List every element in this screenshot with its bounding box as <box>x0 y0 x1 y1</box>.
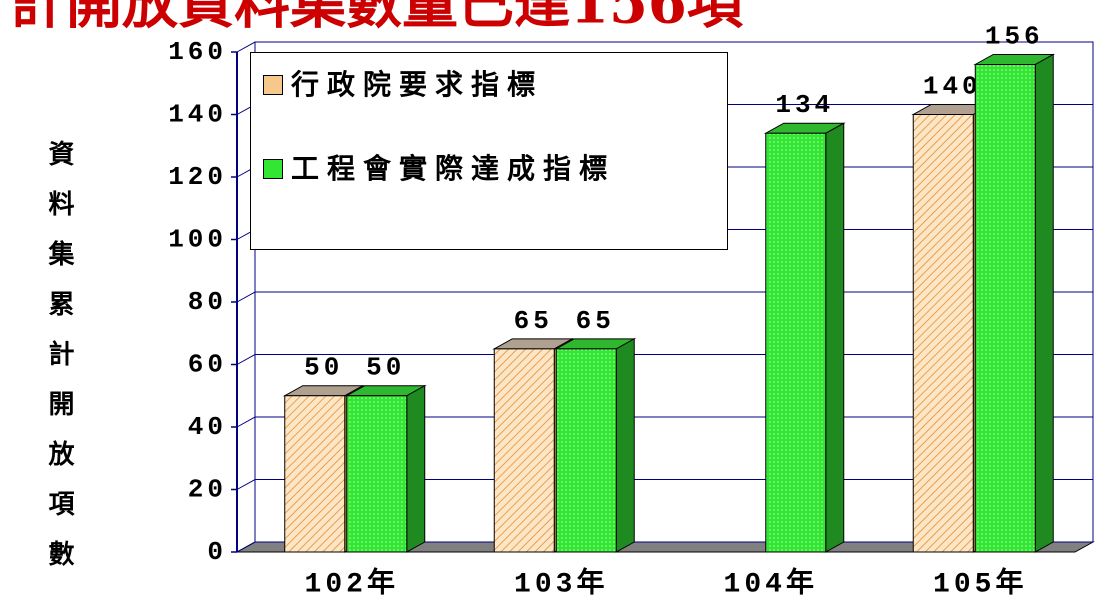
value-label: 65 <box>514 306 553 336</box>
bar <box>346 395 408 553</box>
bar-side <box>406 384 426 553</box>
bar-side <box>1034 53 1054 553</box>
grid-line-side <box>236 354 256 365</box>
bar <box>974 64 1036 553</box>
value-label: 134 <box>775 90 834 120</box>
bar-side <box>615 338 635 553</box>
x-tick-label: 105年 <box>933 565 1027 600</box>
legend-swatch <box>263 75 283 95</box>
bar <box>912 114 974 553</box>
y-tick-label: 20 <box>188 474 227 504</box>
bar-side <box>825 122 845 553</box>
grid-line-side <box>236 541 256 553</box>
y-tick-label: 100 <box>168 224 227 254</box>
y-axis-label: 資料集累計開放項數 <box>44 140 75 590</box>
chart-title: 計開放資料集數量已達156項 <box>10 0 744 37</box>
legend-entry: 行政院要求指標 <box>263 63 715 107</box>
legend-entry: 工程會實際達成指標 <box>263 147 715 191</box>
value-label: 65 <box>576 306 615 336</box>
bar <box>555 348 617 553</box>
legend-label: 工程會實際達成指標 <box>291 152 616 185</box>
value-label: 156 <box>985 21 1044 51</box>
y-tick-label: 140 <box>168 99 227 129</box>
value-label: 50 <box>366 353 405 383</box>
legend-label: 行政院要求指標 <box>291 68 544 101</box>
y-tick-label: 0 <box>207 537 227 567</box>
x-tick-label: 102年 <box>305 565 399 600</box>
value-label: 50 <box>304 353 343 383</box>
grid-line-side <box>236 291 256 303</box>
x-tick-label: 103年 <box>514 565 608 600</box>
y-tick-label: 120 <box>168 162 227 192</box>
x-tick-label: 104年 <box>724 565 818 600</box>
y-tick-label: 40 <box>188 412 227 442</box>
bar <box>284 395 346 553</box>
grid-line-side <box>236 479 256 490</box>
y-tick-label: 60 <box>188 349 227 379</box>
value-label: 140 <box>923 71 982 101</box>
y-tick-label: 160 <box>168 37 227 67</box>
y-tick-label: 80 <box>188 287 227 317</box>
legend: 行政院要求指標工程會實際達成指標 <box>250 52 728 250</box>
bar <box>765 132 827 553</box>
legend-swatch <box>263 159 283 179</box>
bar <box>493 348 555 553</box>
grid-line-side <box>236 41 256 53</box>
grid-line-side <box>236 416 256 428</box>
